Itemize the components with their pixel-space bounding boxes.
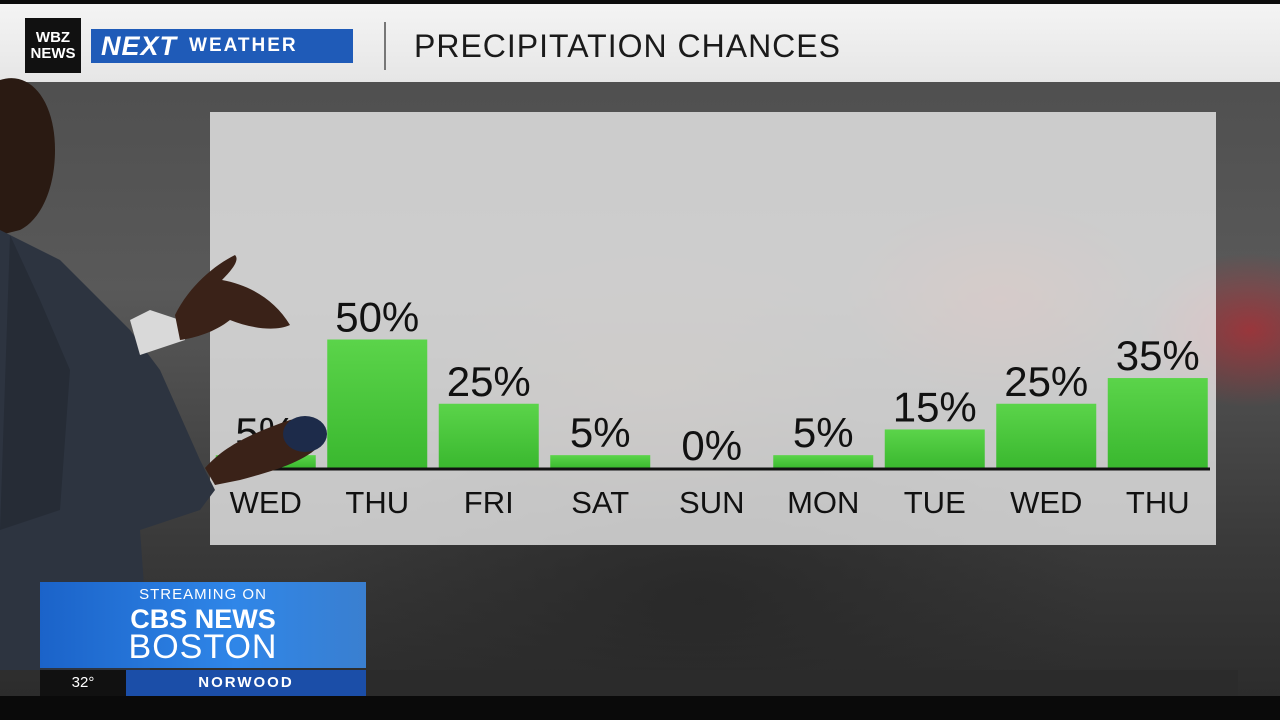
wbz-logo-line1: WBZ [35, 28, 71, 46]
category-label: THU [1126, 485, 1190, 520]
value-label: 0% [681, 422, 742, 469]
streaming-label: STREAMING ON [139, 586, 267, 603]
bar-mon-5 [773, 455, 874, 468]
streaming-promo: STREAMING ON CBS NEWS BOSTON [40, 582, 366, 668]
bottom-edge-bar [0, 696, 1280, 720]
bar-thu-1 [327, 339, 428, 468]
brand-city: BOSTON [128, 628, 278, 666]
bar-tue-6 [884, 429, 985, 468]
category-label: THU [345, 485, 409, 520]
value-label: 15% [893, 383, 977, 430]
category-label: TUE [904, 485, 966, 520]
bar-fri-2 [438, 403, 539, 468]
ticker-location: NORWOOD [126, 670, 366, 696]
wbz-logo-line2: NEWS [30, 44, 76, 62]
top-edge-bar [0, 0, 1280, 4]
presenter-figure [0, 78, 327, 670]
category-label: WED [1010, 485, 1082, 520]
category-label: SAT [571, 485, 629, 520]
next-logo-word: NEXT [101, 30, 178, 61]
ticker-temperature: 32° [40, 670, 126, 696]
bar-sat-3 [550, 455, 651, 468]
category-label: MON [787, 485, 859, 520]
weather-ticker: 32° NORWOOD [40, 670, 1238, 696]
weather-logo-word: WEATHER [189, 35, 298, 56]
next-weather-logo: NEXT WEATHER [91, 29, 353, 63]
category-label: FRI [464, 485, 514, 520]
value-label: 25% [447, 358, 531, 405]
precipitation-bar-chart: 5%WED50%THU25%FRI5%SAT0%SUN5%MON15%TUE25… [210, 294, 1210, 520]
header-divider [384, 22, 386, 70]
bar-wed-7 [996, 403, 1097, 468]
bar-thu-8 [1107, 378, 1208, 468]
value-label: 50% [335, 294, 419, 341]
page-title: PRECIPITATION CHANCES [414, 28, 841, 64]
category-label: SUN [679, 485, 744, 520]
value-label: 5% [570, 409, 631, 456]
wbz-news-logo: WBZ NEWS [25, 18, 81, 73]
cbs-news-brand: CBS NEWS [130, 604, 276, 634]
value-label: 25% [1004, 358, 1088, 405]
chart-panel: 5%WED50%THU25%FRI5%SAT0%SUN5%MON15%TUE25… [210, 112, 1216, 545]
header-bar: WBZ NEWS NEXT WEATHER PRECIPITATION CHAN… [0, 4, 1280, 82]
value-label: 5% [793, 409, 854, 456]
value-label: 35% [1116, 332, 1200, 379]
category-label: WED [230, 485, 302, 520]
